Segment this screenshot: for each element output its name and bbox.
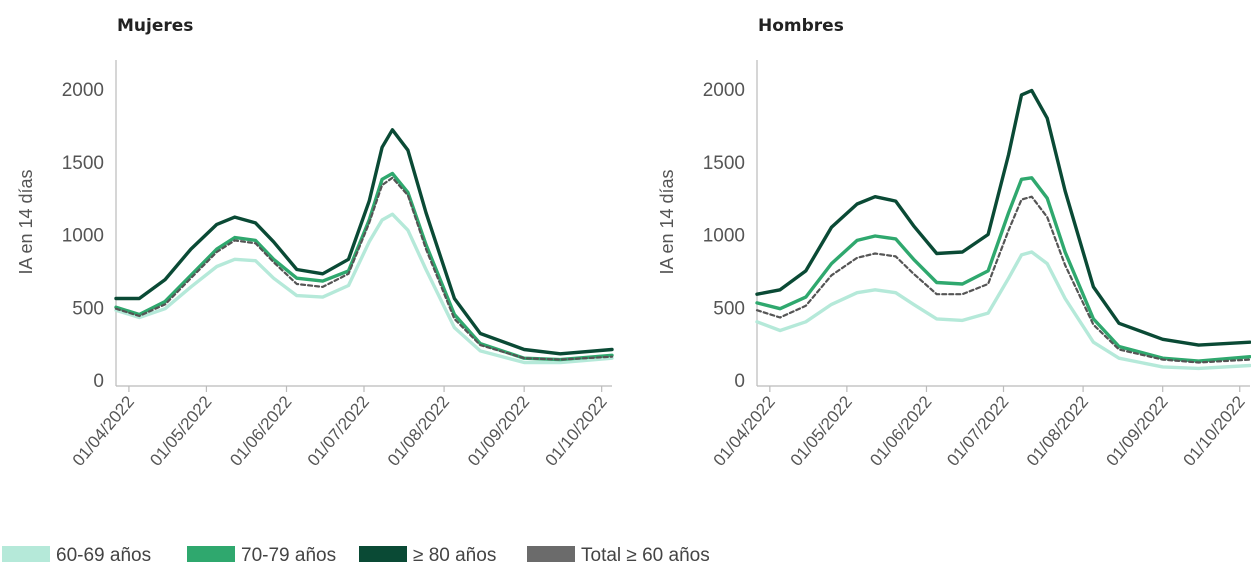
y-tick-label: 500 xyxy=(713,298,745,319)
x-tick-label: 01/06/2022 xyxy=(866,392,935,469)
legend-label-70-79: 70-79 años xyxy=(241,545,336,566)
x-tick-label: 01/04/2022 xyxy=(69,392,138,469)
panel-title: Hombres xyxy=(758,16,844,36)
y-tick-label: 1500 xyxy=(703,153,745,174)
y-tick-label: 1000 xyxy=(703,226,745,247)
x-tick-label: 01/07/2022 xyxy=(304,392,373,469)
series-line xyxy=(114,212,614,365)
y-tick-label: 0 xyxy=(734,371,745,392)
y-tick-label: 500 xyxy=(72,298,104,319)
legend-swatch-60-69 xyxy=(2,546,50,562)
series-line xyxy=(755,250,1251,371)
y-tick-label: 2000 xyxy=(62,80,104,101)
y-tick-label: 2000 xyxy=(703,80,745,101)
panel-hombres: Hombres IA en 14 días 0 500 1000 1500 2000 01… xyxy=(657,16,1251,470)
series-line xyxy=(755,195,1251,364)
x-tick-label: 01/04/2022 xyxy=(710,392,779,469)
legend-label-60-69: 60-69 años xyxy=(56,545,151,566)
panel-mujeres: Mujeres IA en 14 días 0 500 1000 1500 2000 01… xyxy=(16,16,614,470)
x-tick-label: 01/06/2022 xyxy=(226,392,295,469)
x-tick-label: 01/07/2022 xyxy=(943,392,1012,469)
x-tick-label: 01/08/2022 xyxy=(1023,392,1092,469)
legend-label-total: Total ≥ 60 años xyxy=(581,545,710,566)
x-tick-label: 01/09/2022 xyxy=(1103,392,1172,469)
x-tick-label: 01/05/2022 xyxy=(787,392,856,469)
x-tick-label: 01/10/2022 xyxy=(1180,392,1249,469)
y-tick-label: 1000 xyxy=(62,226,104,247)
y-tick-label: 1500 xyxy=(62,153,104,174)
y-axis-label: IA en 14 días xyxy=(657,169,677,274)
legend-swatch-total xyxy=(527,546,575,562)
legend-swatch-70-79 xyxy=(187,546,235,562)
x-tick-label: 01/09/2022 xyxy=(464,392,533,469)
series-line xyxy=(114,128,614,356)
legend-swatch-80plus xyxy=(359,546,407,562)
series-line xyxy=(755,88,1251,347)
series-line xyxy=(755,176,1251,363)
legend-label-80plus: ≥ 80 años xyxy=(413,545,496,566)
y-tick-label: 0 xyxy=(93,371,104,392)
x-tick-label: 01/08/2022 xyxy=(384,392,453,469)
y-axis-label: IA en 14 días xyxy=(16,169,36,274)
x-tick-label: 01/05/2022 xyxy=(146,392,215,469)
series-line xyxy=(114,171,614,362)
legend: 60-69 años 70-79 años ≥ 80 años Total ≥ … xyxy=(2,545,710,566)
series-line xyxy=(114,176,614,361)
panel-title: Mujeres xyxy=(117,16,193,36)
x-tick-label: 01/10/2022 xyxy=(541,392,610,469)
